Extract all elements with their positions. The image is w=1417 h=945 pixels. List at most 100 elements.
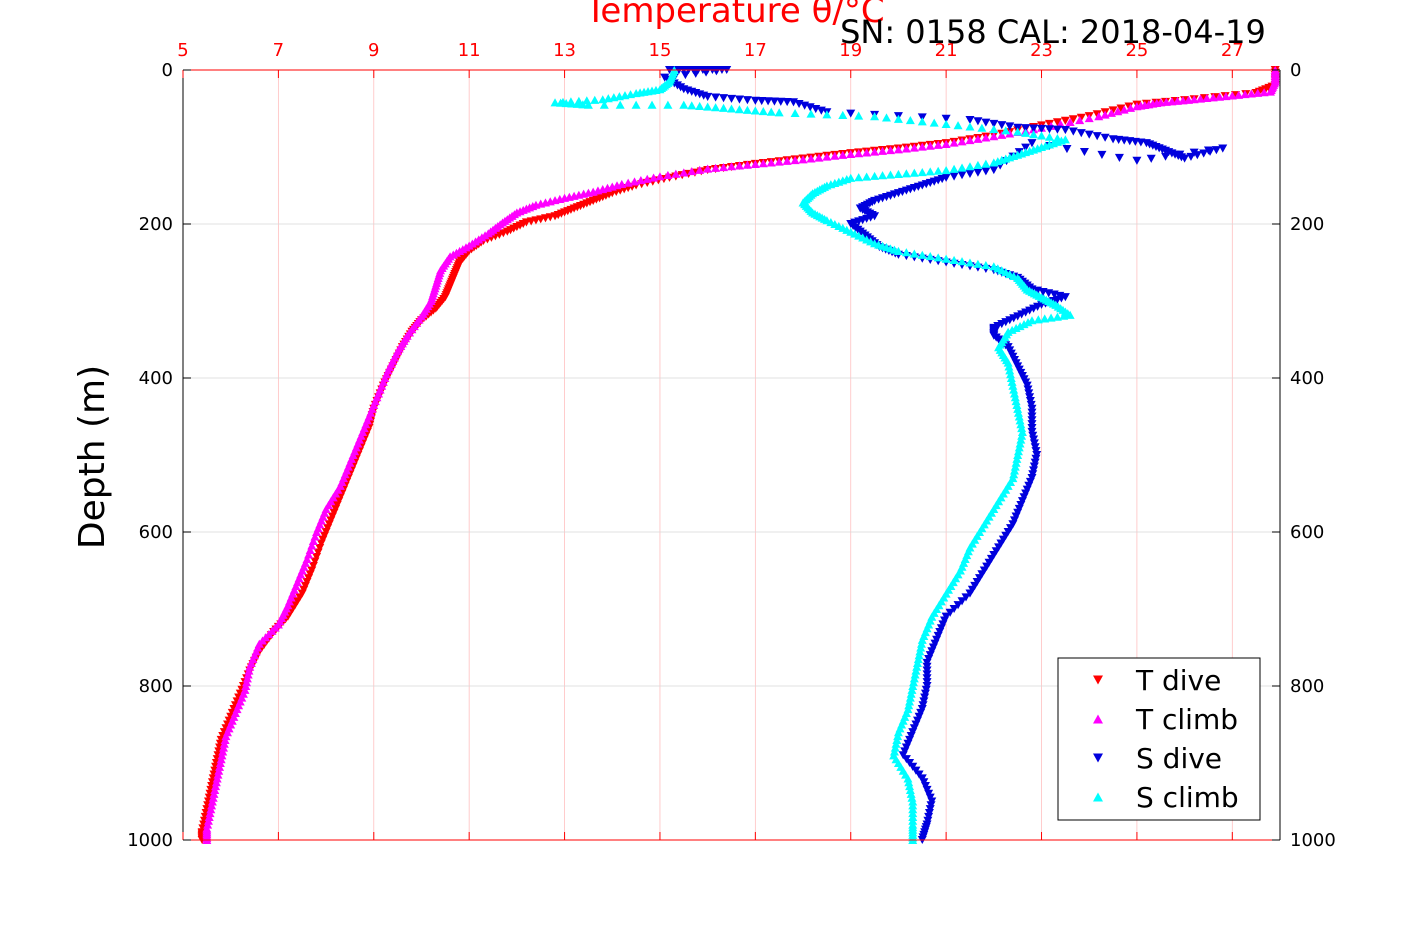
data-point	[798, 155, 808, 164]
series-s-climb	[550, 65, 1075, 845]
data-point	[1052, 118, 1062, 127]
data-point	[242, 678, 252, 687]
left-tick-label: 200	[139, 214, 173, 235]
data-point	[1017, 431, 1027, 440]
data-point	[790, 108, 800, 118]
data-point	[1013, 404, 1023, 413]
data-point	[691, 69, 701, 78]
data-point	[212, 774, 222, 783]
data-point	[701, 68, 711, 77]
data-point	[917, 142, 927, 151]
data-point	[766, 158, 776, 167]
top-tick-label: 23	[1030, 40, 1053, 61]
data-point	[1068, 115, 1078, 124]
data-point	[1006, 373, 1016, 383]
data-point	[822, 152, 832, 161]
data-point	[1211, 146, 1221, 155]
data-point	[1010, 462, 1020, 471]
data-point	[210, 785, 220, 794]
data-point	[1116, 104, 1126, 113]
legend-marker	[1093, 792, 1103, 802]
data-point	[1060, 116, 1070, 125]
data-point	[846, 149, 856, 158]
data-point	[1172, 96, 1182, 105]
data-point	[917, 635, 927, 644]
data-point	[218, 747, 228, 756]
data-point	[892, 735, 902, 744]
data-point	[1009, 466, 1019, 475]
data-point	[1062, 145, 1072, 154]
data-point	[603, 94, 613, 103]
top-tick-label: 21	[935, 40, 958, 61]
data-point	[1013, 450, 1023, 460]
data-point	[614, 92, 624, 101]
data-point	[1005, 129, 1015, 138]
data-point	[734, 105, 744, 114]
data-point	[655, 172, 665, 181]
data-point	[1146, 154, 1156, 163]
data-point	[631, 100, 641, 109]
data-point	[216, 755, 226, 764]
data-point	[1037, 124, 1047, 133]
data-point	[904, 701, 914, 710]
data-point	[206, 805, 216, 814]
data-point	[925, 167, 935, 176]
data-point	[957, 163, 967, 172]
data-point	[757, 97, 767, 106]
data-point	[1246, 89, 1256, 98]
plot-frame	[182, 69, 1281, 841]
data-point	[973, 117, 983, 126]
data-point	[933, 166, 943, 175]
data-point	[965, 169, 975, 178]
data-point	[1068, 127, 1078, 136]
legend-marker	[1093, 675, 1103, 685]
data-point	[1100, 110, 1110, 119]
data-point	[243, 670, 253, 679]
data-point	[1015, 416, 1025, 425]
data-point	[846, 109, 856, 118]
left-tick-label: 800	[139, 676, 173, 697]
legend-label: S climb	[1136, 781, 1239, 814]
data-point	[703, 164, 713, 173]
data-point	[583, 100, 593, 109]
data-point	[727, 104, 736, 113]
data-point	[965, 258, 975, 267]
data-point	[838, 150, 848, 159]
data-point	[204, 812, 214, 821]
data-point	[870, 147, 880, 156]
data-point	[965, 162, 975, 171]
data-point	[1029, 124, 1039, 133]
data-point	[917, 117, 927, 126]
top-tick-label: 25	[1125, 40, 1148, 61]
data-point	[203, 820, 213, 829]
data-point	[953, 121, 963, 130]
data-point	[989, 166, 999, 175]
data-point	[1007, 377, 1017, 386]
data-point	[687, 101, 697, 110]
data-point	[1203, 146, 1213, 155]
data-point	[965, 122, 975, 131]
data-point	[1014, 412, 1024, 421]
data-point	[973, 259, 983, 268]
data-point	[914, 651, 924, 660]
data-point	[912, 662, 922, 671]
data-point	[734, 95, 744, 104]
data-point	[1037, 131, 1047, 140]
data-point	[906, 789, 916, 798]
legend-marker	[1093, 714, 1103, 724]
data-point	[211, 778, 221, 787]
data-point	[1003, 358, 1013, 367]
data-point	[719, 94, 729, 103]
data-point	[1119, 105, 1129, 114]
data-point	[989, 132, 999, 141]
data-point	[981, 261, 991, 270]
data-point	[598, 95, 608, 104]
data-point	[957, 257, 967, 266]
data-point	[862, 172, 872, 181]
data-point	[620, 91, 630, 100]
data-point	[1010, 393, 1020, 402]
data-point	[989, 158, 999, 167]
legend-label: S dive	[1136, 742, 1222, 775]
left-tick-label: 0	[162, 60, 173, 81]
data-point	[989, 119, 999, 128]
